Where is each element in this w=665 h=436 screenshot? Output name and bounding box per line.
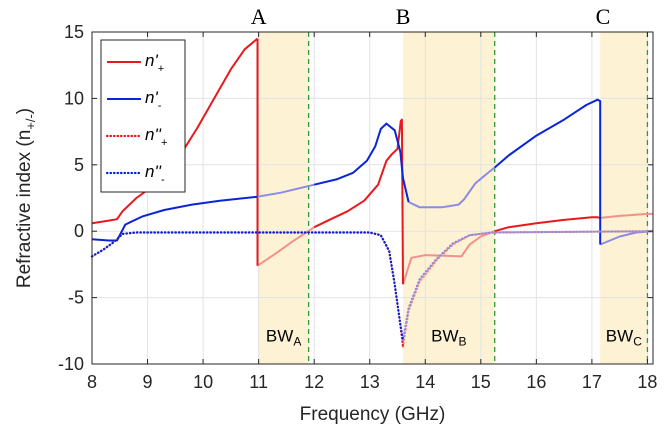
legend-box (100, 39, 186, 193)
series-line-faded (401, 230, 655, 342)
y-axis-label: Refractive index (n+/-) (14, 108, 38, 288)
band-region (403, 32, 495, 364)
x-tick-label: 10 (193, 372, 213, 392)
legend-label: n''- (145, 162, 165, 186)
band-region (600, 32, 648, 364)
series-line (90, 231, 405, 348)
band-label-main: BW (266, 326, 293, 345)
series-line-faded (408, 166, 496, 209)
legend: n'+n'-n''+n''- (100, 39, 186, 193)
x-tick-label: 11 (249, 372, 268, 392)
y-axis-label-sub: +/- (23, 114, 38, 130)
series-line (313, 118, 404, 285)
legend-label-sub: + (161, 137, 167, 149)
point-labels: A B C (251, 4, 611, 29)
x-axis-ticks: 8 9 10 11 12 13 14 15 16 17 18 (87, 32, 657, 392)
series-line-faded (256, 226, 315, 267)
band-edge-markers (307, 32, 649, 364)
band-label-sub: B (459, 334, 467, 348)
y-tick-label: 5 (74, 155, 84, 175)
x-tick-label: 14 (415, 372, 435, 392)
y-tick-label: 15 (64, 22, 84, 42)
band-labels: BWA BWB BWC (266, 326, 642, 348)
series-line (494, 216, 601, 233)
band-label: BWC (606, 326, 642, 348)
bandwidth-regions (258, 32, 648, 364)
band-region (258, 32, 309, 364)
y-axis-label-main: Refractive index (n (14, 130, 35, 288)
y-axis-ticks: -10 -5 0 5 10 15 (58, 22, 653, 374)
y-tick-label: -10 (58, 354, 84, 374)
point-label: C (596, 4, 611, 29)
point-label: A (251, 4, 267, 29)
band-label-sub: A (293, 334, 301, 348)
y-tick-label: 0 (74, 221, 84, 241)
series-line (313, 122, 410, 203)
x-tick-label: 13 (360, 372, 380, 392)
legend-label: n'+ (145, 51, 164, 75)
plot-frame (91, 31, 654, 365)
legend-label: n'- (145, 88, 162, 112)
data-series (90, 37, 655, 348)
x-tick-label: 18 (637, 372, 657, 392)
band-label: BWB (431, 326, 466, 348)
x-tick-label: 9 (143, 372, 153, 392)
series-line-faded (402, 230, 496, 285)
x-tick-label: 12 (304, 372, 324, 392)
legend-label-main: n'' (145, 125, 162, 144)
x-tick-label: 16 (526, 372, 546, 392)
x-tick-label: 15 (471, 372, 491, 392)
series-line-faded (257, 183, 315, 198)
x-tick-label: 17 (582, 372, 602, 392)
x-axis-label: Frequency (GHz) (300, 404, 446, 425)
legend-label-sub: - (161, 174, 165, 186)
band-label-main: BW (431, 326, 458, 345)
series-line (90, 231, 405, 342)
x-tick-label: 8 (87, 372, 97, 392)
legend-label-sub: - (158, 100, 162, 112)
y-tick-label: -5 (68, 288, 84, 308)
series-line (91, 195, 258, 242)
band-label-sub: C (633, 334, 642, 348)
legend-label: n''+ (145, 125, 167, 149)
series-line-faded (600, 212, 653, 219)
band-label-main: BW (606, 326, 633, 345)
series-line (494, 98, 602, 245)
legend-label-main: n' (145, 51, 158, 70)
legend-label-main: n'' (145, 162, 162, 181)
point-label: B (396, 4, 411, 29)
legend-label-sub: + (158, 63, 164, 75)
legend-label-main: n' (145, 88, 158, 107)
band-label: BWA (266, 326, 301, 348)
y-tick-label: 10 (64, 88, 84, 108)
y-axis-label-end: ) (14, 108, 35, 114)
